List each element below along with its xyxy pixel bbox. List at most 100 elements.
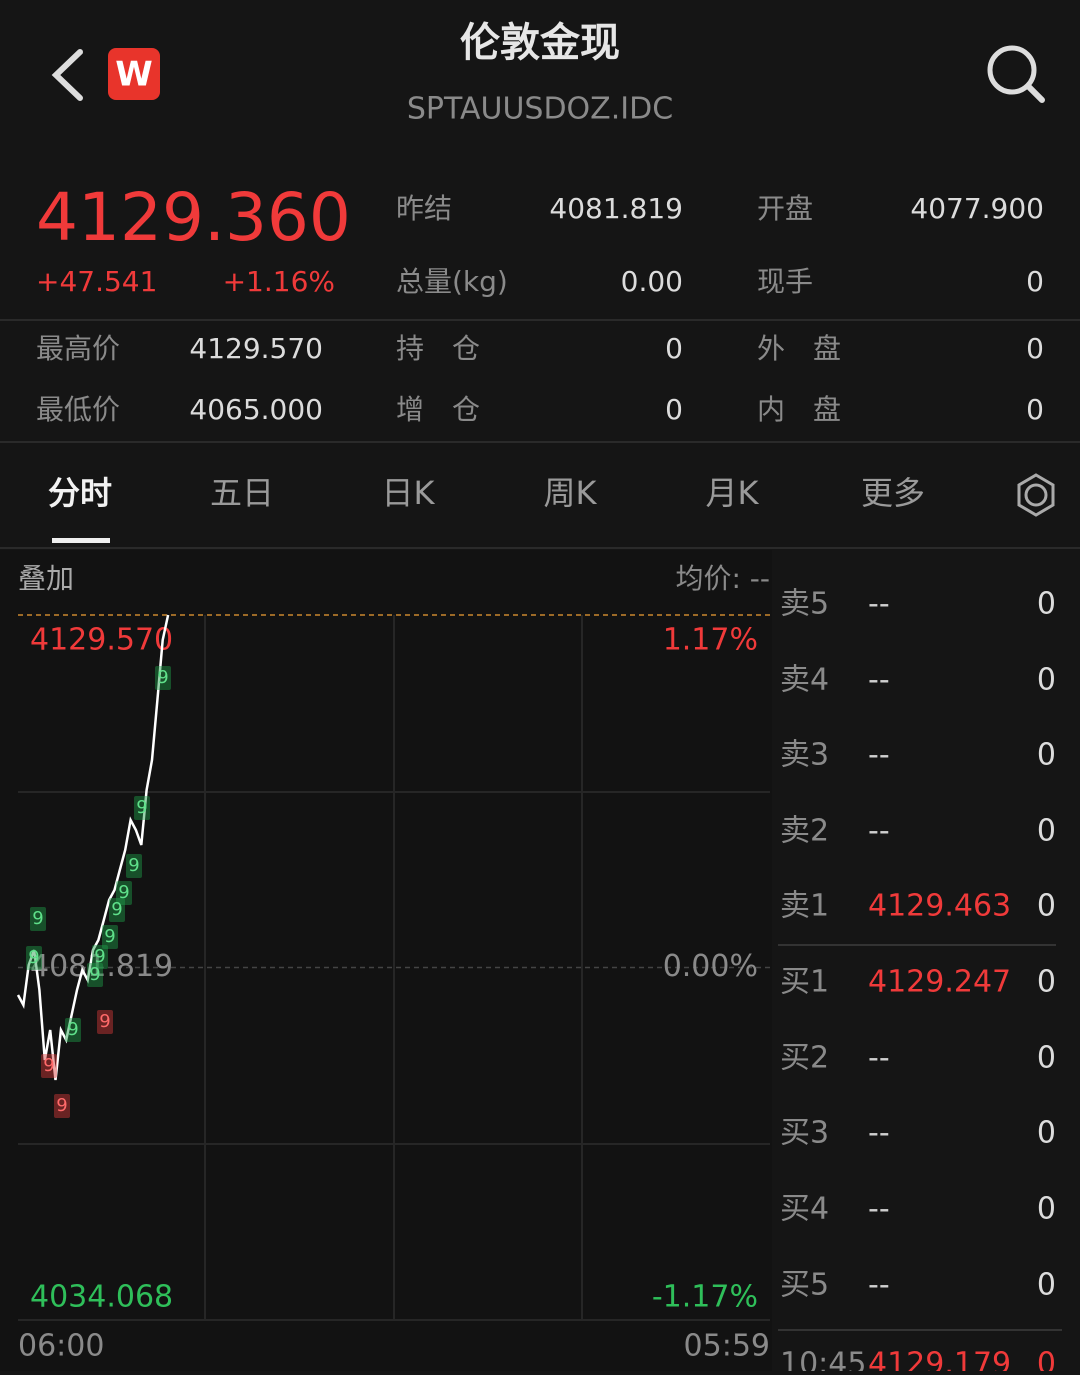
order-label: 买4: [780, 1192, 829, 1227]
stat-value: 4077.900: [910, 192, 1044, 225]
signal-label: 9: [99, 1011, 110, 1032]
order-price: --: [868, 814, 890, 849]
signal-badge: [126, 854, 142, 878]
signal-badge: [97, 1010, 113, 1034]
logo-icon: [108, 48, 160, 100]
change-pct: +1.16%: [223, 265, 335, 298]
order-volume: 0: [1037, 889, 1056, 924]
tab-underline: [52, 538, 110, 543]
order-volume: 0: [1037, 814, 1056, 849]
overlay-button[interactable]: 叠加: [18, 562, 74, 595]
pct-label: 0.00%: [663, 949, 758, 984]
order-label: 买3: [780, 1116, 829, 1151]
signal-badge: [155, 666, 171, 690]
stat-label: 最低价: [36, 393, 120, 426]
signal-badge: [87, 963, 103, 987]
chart-panel: [0, 550, 772, 1371]
signal-badge: [30, 907, 46, 931]
stat-value: 4129.570: [189, 332, 323, 365]
stat-label: 内 盘: [757, 393, 841, 426]
tab[interactable]: 月K: [706, 474, 760, 512]
logo-letter: W: [115, 55, 153, 95]
y-tick-label: 4081.819: [30, 949, 173, 984]
order-price: --: [868, 1268, 890, 1303]
stat-label: 总量(kg): [396, 265, 508, 298]
order-volume: 0: [1037, 965, 1056, 1000]
stock-code: SPTAUUSDOZ.IDC: [407, 92, 673, 127]
signal-badge: [26, 946, 42, 970]
signal-label: 9: [128, 855, 139, 876]
tab[interactable]: 五日: [210, 474, 274, 512]
signal-label: 9: [43, 1055, 54, 1076]
stat-label: 最高价: [36, 332, 120, 365]
order-label: 买1: [780, 965, 829, 1000]
signal-label: 9: [94, 946, 105, 967]
trade-price: 4129.179: [868, 1347, 1011, 1372]
price-line: [16, 614, 170, 1081]
signal-label: 9: [28, 947, 39, 968]
order-label: 卖2: [780, 814, 829, 849]
order-price: --: [868, 1192, 890, 1227]
stat-label: 持 仓: [396, 332, 480, 365]
tab[interactable]: 更多: [861, 474, 925, 512]
order-price: --: [868, 1041, 890, 1076]
signal-badge: [92, 945, 108, 969]
order-volume: 0: [1037, 738, 1056, 773]
price: 4129.360: [36, 179, 351, 256]
signal-label: 9: [67, 1019, 78, 1040]
tab[interactable]: 分时: [48, 474, 112, 512]
order-price: --: [868, 587, 890, 622]
back-button[interactable]: [51, 49, 83, 101]
order-volume: 0: [1037, 587, 1056, 622]
order-volume: 0: [1037, 1116, 1056, 1151]
stat-value: 0: [1026, 265, 1044, 298]
stat-label: 外 盘: [757, 332, 841, 365]
y-tick-label: 4034.068: [30, 1280, 173, 1315]
signal-badge: [54, 1094, 70, 1118]
stat-value: 0: [1026, 332, 1044, 365]
pct-label: -1.17%: [652, 1280, 758, 1315]
y-tick-label: 4129.570: [30, 623, 173, 658]
signal-label: 9: [104, 926, 115, 947]
signal-label: 9: [118, 882, 129, 903]
signal-label: 9: [56, 1095, 67, 1116]
signal-label: 9: [32, 908, 43, 929]
order-price: --: [868, 1116, 890, 1151]
signal-badge: [102, 925, 118, 949]
order-label: 卖5: [780, 587, 829, 622]
order-price: 4129.247: [868, 965, 1011, 1000]
order-price: --: [868, 738, 890, 773]
signal-badge: [116, 881, 132, 905]
tab[interactable]: 周K: [544, 474, 598, 512]
signal-label: 9: [157, 667, 168, 688]
search-button[interactable]: [987, 45, 1037, 95]
title: 伦敦金现: [460, 20, 620, 66]
x-tick-label: 06:00: [18, 1329, 104, 1364]
stat-label: 现手: [757, 265, 813, 298]
pct-label: 1.17%: [663, 623, 758, 658]
trade-time: 10:45: [780, 1347, 866, 1372]
order-volume: 0: [1037, 1041, 1056, 1076]
order-volume: 0: [1037, 663, 1056, 698]
order-volume: 0: [1037, 1268, 1056, 1303]
order-label: 卖3: [780, 738, 829, 773]
x-tick-label: 05:59: [684, 1329, 770, 1364]
change: +47.541: [36, 265, 157, 298]
stat-value: 4065.000: [189, 393, 323, 426]
settings-button[interactable]: [1024, 483, 1048, 507]
signal-badge: [41, 1054, 57, 1078]
signal-label: 9: [136, 797, 147, 818]
tab[interactable]: 日K: [382, 474, 436, 512]
order-label: 买5: [780, 1268, 829, 1303]
order-volume: 0: [1037, 1192, 1056, 1227]
order-price: --: [868, 663, 890, 698]
signal-badge: [109, 898, 125, 922]
settings-icon: [1017, 473, 1055, 517]
stat-label: 昨结: [396, 192, 452, 225]
stat-value: 4081.819: [549, 192, 683, 225]
search-handle: [1025, 83, 1045, 103]
stat-value: 0: [1026, 393, 1044, 426]
stat-label: 开盘: [757, 192, 813, 225]
